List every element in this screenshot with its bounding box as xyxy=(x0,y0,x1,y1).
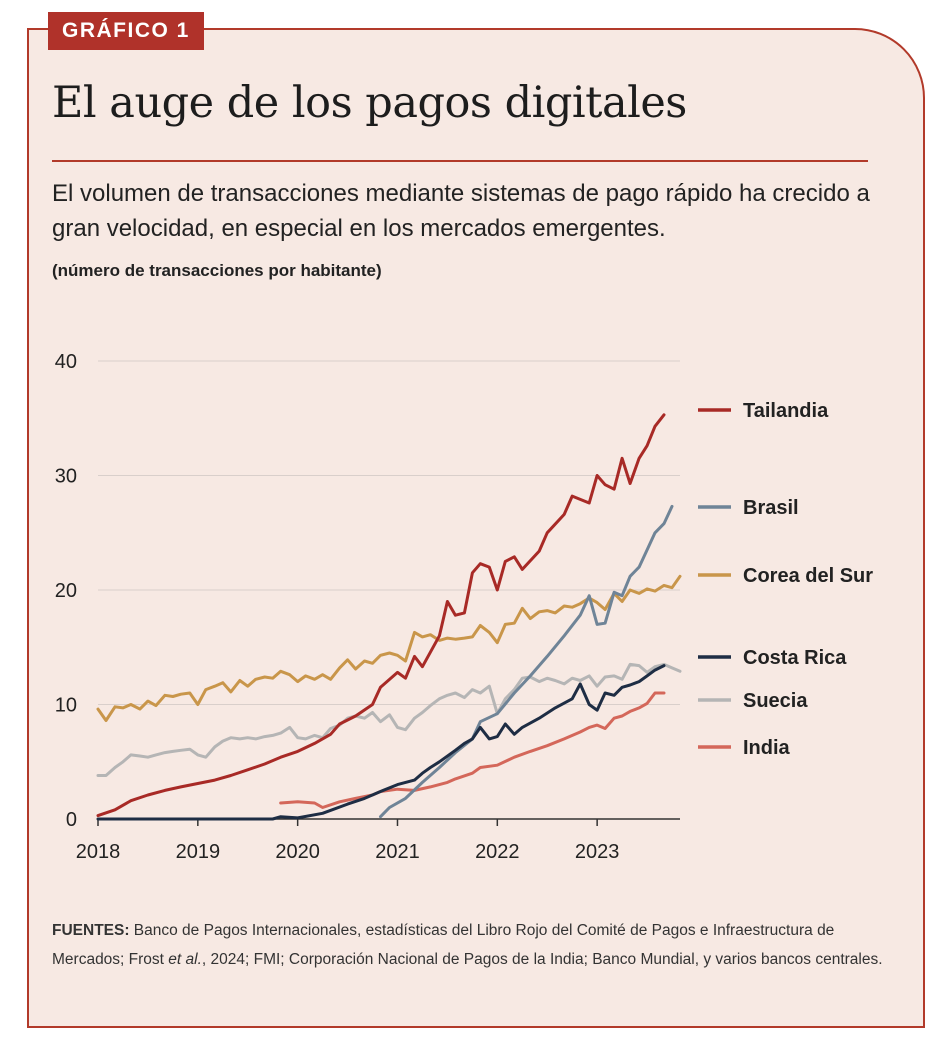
series-line-brasil xyxy=(379,504,674,819)
title-divider xyxy=(52,160,868,162)
x-axis-tick-labels: 2018 2019 2020 2021 2022 2023 xyxy=(76,819,620,863)
y-tick-label: 20 xyxy=(55,580,77,602)
series-line-tailandia xyxy=(96,413,666,818)
y-tick-label: 40 xyxy=(55,351,77,373)
legend-label-tailandia: Tailandia xyxy=(743,400,829,422)
series-line-costa-rica xyxy=(96,664,666,821)
sources-label: FUENTES: xyxy=(52,922,130,939)
legend-label-corea-del-sur: Corea del Sur xyxy=(743,565,873,587)
y-tick-label: 0 xyxy=(66,809,77,831)
x-tick-label: 2022 xyxy=(475,841,520,863)
x-tick-label: 2020 xyxy=(275,841,320,863)
series-line-india xyxy=(279,691,666,809)
series-lines xyxy=(96,413,682,821)
sources-note: FUENTES: Banco de Pagos Internacionales,… xyxy=(52,916,892,974)
sources-text-1: Banco de Pagos Internacionales, estadíst… xyxy=(52,922,835,968)
chart-card xyxy=(27,28,925,1028)
x-tick-label: 2019 xyxy=(176,841,221,863)
legend-label-suecia: Suecia xyxy=(743,690,808,712)
y-tick-label: 30 xyxy=(55,466,77,488)
legend-label-brasil: Brasil xyxy=(743,497,799,519)
y-tick-label: 10 xyxy=(55,695,77,717)
x-tick-label: 2018 xyxy=(76,841,121,863)
legend-label-costa-rica: Costa Rica xyxy=(743,647,847,669)
x-tick-label: 2023 xyxy=(575,841,620,863)
series-line-corea-del-sur xyxy=(96,574,682,722)
chart-title: El auge de los pagos digitales xyxy=(52,78,687,128)
chart-subtitle: El volumen de transacciones mediante sis… xyxy=(52,180,870,242)
sources-text-2: , 2024; FMI; Corporación Nacional de Pag… xyxy=(201,951,883,968)
sources-italic: et al. xyxy=(168,951,202,968)
figure-badge: GRÁFICO 1 xyxy=(48,12,204,50)
x-tick-label: 2021 xyxy=(375,841,420,863)
y-axis-tick-labels: 0 10 20 30 40 xyxy=(55,351,77,831)
series-line-suecia xyxy=(96,662,682,777)
unit-note: (número de transacciones por habitante) xyxy=(52,261,382,280)
legend: Tailandia Brasil Corea del Sur Costa Rica Su… xyxy=(698,400,873,759)
legend-label-india: India xyxy=(743,737,791,759)
